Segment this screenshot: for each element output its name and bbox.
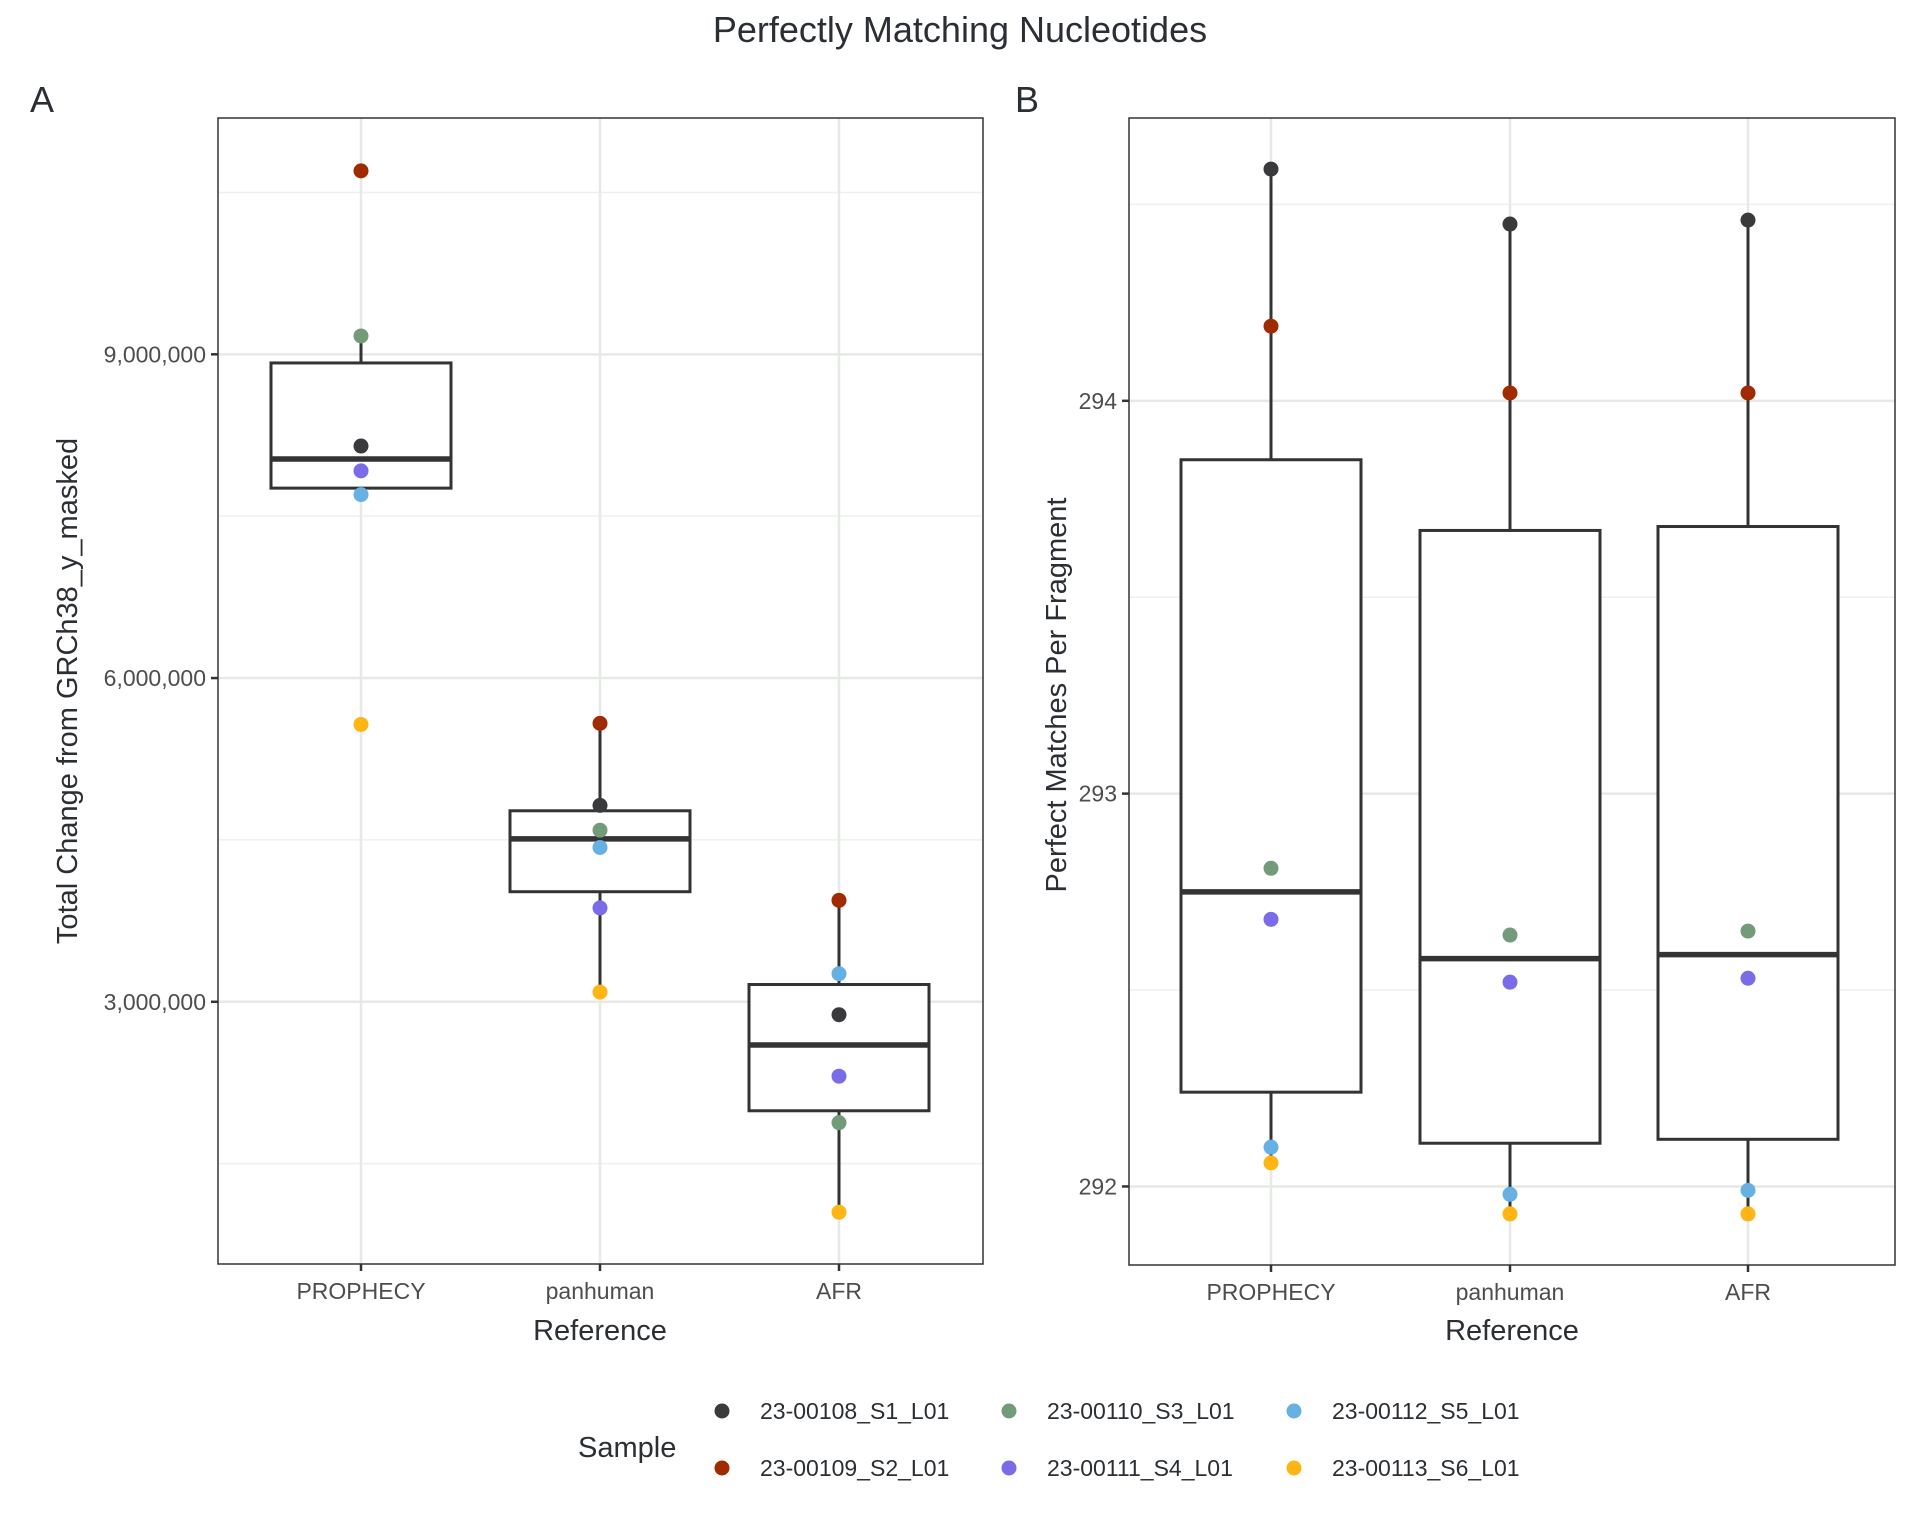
panel-b-point — [1740, 385, 1756, 401]
panel-b-x-tick-label: PROPHECY — [1206, 1279, 1335, 1305]
panel-a-point — [353, 328, 369, 344]
legend-key-dot — [1001, 1403, 1017, 1419]
panel-a-point — [592, 797, 608, 813]
panel-b-point — [1263, 860, 1279, 876]
panel-b-x-tick-label: panhuman — [1456, 1279, 1565, 1305]
legend-label: 23-00109_S2_L01 — [760, 1455, 949, 1481]
panel-a-y-axis-title: Total Change from GRCh38_y_masked — [52, 438, 84, 944]
legend-label: 23-00111_S4_L01 — [1047, 1455, 1233, 1481]
legend-item: 23-00113_S6_L01 — [1286, 1455, 1520, 1481]
legend-label: 23-00110_S3_L01 — [1047, 1398, 1235, 1424]
panel-b-point — [1740, 970, 1756, 986]
panel-a-x-axis: PROPHECY panhuman AFR — [296, 1264, 862, 1304]
panel-a-tag: A — [30, 79, 54, 120]
panel-a-point — [831, 1115, 847, 1131]
panel-b-point — [1502, 974, 1518, 990]
panel-b-y-tick-label: 293 — [1079, 781, 1117, 807]
panel-b-y-axis-title: Perfect Matches Per Fragment — [1041, 498, 1073, 893]
legend-key-dot — [714, 1460, 730, 1476]
panel-a-points — [353, 163, 847, 1220]
panel-a-point — [592, 822, 608, 838]
legend-item: 23-00108_S1_L01 — [714, 1398, 949, 1424]
panel-b-point — [1502, 385, 1518, 401]
panel-b-point — [1502, 1206, 1518, 1222]
panel-b-tag: B — [1015, 79, 1039, 120]
legend-title: Sample — [578, 1432, 676, 1464]
panel-a-point — [353, 463, 369, 479]
panel-a-x-tick-label: AFR — [816, 1278, 862, 1304]
panel-b-point — [1263, 318, 1279, 334]
panel-a-boxes — [269, 335, 931, 1213]
panel-b-point — [1740, 1182, 1756, 1198]
panel-b-point — [1263, 1155, 1279, 1171]
legend-label: 23-00108_S1_L01 — [760, 1398, 949, 1424]
legend-key-dot — [1286, 1460, 1302, 1476]
panel-a-point — [831, 1007, 847, 1023]
panel-a-x-tick-label: panhuman — [546, 1278, 655, 1304]
panel-a: A 3,000,000 6,000,000 9,000,000 PROPHECY pa… — [30, 79, 984, 1347]
panel-b-point — [1740, 923, 1756, 939]
panel-a-point — [353, 716, 369, 732]
panel-a-point — [592, 900, 608, 916]
panel-a-point — [831, 1068, 847, 1084]
panel-a-point — [353, 163, 369, 179]
legend-items: 23-00108_S1_L01 23-00109_S2_L01 23-00110_S… — [714, 1398, 1520, 1481]
legend-key-dot — [714, 1403, 730, 1419]
panel-b-point — [1740, 212, 1756, 228]
panel-b-point — [1502, 927, 1518, 943]
legend-label: 23-00113_S6_L01 — [1332, 1455, 1520, 1481]
panel-a-point — [592, 984, 608, 1000]
legend-item: 23-00110_S3_L01 — [1001, 1398, 1235, 1424]
panel-a-y-tick-label: 3,000,000 — [104, 989, 206, 1015]
panel-b-box — [1418, 528, 1602, 1145]
panel-b-x-axis-title: Reference — [1445, 1315, 1579, 1347]
panel-a-point — [353, 487, 369, 503]
panel-b-point — [1740, 1206, 1756, 1222]
panel-b-box — [1179, 458, 1363, 1094]
panel-a-point — [353, 438, 369, 454]
panel-b-box — [1656, 525, 1840, 1141]
legend: Sample 23-00108_S1_L0123-00109_S2_L0123-… — [578, 1398, 1520, 1481]
panel-b-border — [1128, 117, 1896, 1266]
legend-item: 23-00112_S5_L01 — [1286, 1398, 1520, 1424]
figure-title: Perfectly Matching Nucleotides — [713, 9, 1207, 50]
panel-b-point — [1502, 216, 1518, 232]
panel-a-x-axis-title: Reference — [533, 1315, 667, 1347]
panel-b-point — [1263, 161, 1279, 177]
panel-a-y-tick-label: 6,000,000 — [104, 665, 206, 691]
legend-key-dot — [1001, 1460, 1017, 1476]
panel-b-boxes — [1179, 169, 1840, 1214]
legend-item: 23-00111_S4_L01 — [1001, 1455, 1233, 1481]
panel-a-y-tick-label: 9,000,000 — [104, 341, 206, 367]
panel-b-y-tick-label: 292 — [1079, 1173, 1117, 1199]
panel-b-y-tick-label: 294 — [1079, 388, 1118, 414]
panel-b-x-axis: PROPHECY panhuman AFR — [1206, 1265, 1771, 1305]
panel-b-y-axis: 292 293 294 — [1079, 388, 1129, 1199]
panel-a-y-axis: 3,000,000 6,000,000 9,000,000 — [104, 341, 218, 1015]
panel-b-point — [1263, 1139, 1279, 1155]
legend-item: 23-00109_S2_L01 — [714, 1455, 949, 1481]
legend-key-dot — [1286, 1403, 1302, 1419]
panel-a-point — [592, 839, 608, 855]
panel-a-point — [831, 966, 847, 982]
panel-a-point — [831, 892, 847, 908]
panel-a-point — [831, 1204, 847, 1220]
panel-b-point — [1502, 1186, 1518, 1202]
panel-b-point — [1263, 911, 1279, 927]
panel-a-x-tick-label: PROPHECY — [296, 1278, 425, 1304]
legend-label: 23-00112_S5_L01 — [1332, 1398, 1520, 1424]
panel-a-point — [592, 715, 608, 731]
panel-b-points — [1263, 161, 1756, 1222]
panel-b-x-tick-label: AFR — [1725, 1279, 1771, 1305]
panel-b: B 292 293 294 PROPHECY panhuman AFR Referenc… — [1015, 79, 1896, 1347]
